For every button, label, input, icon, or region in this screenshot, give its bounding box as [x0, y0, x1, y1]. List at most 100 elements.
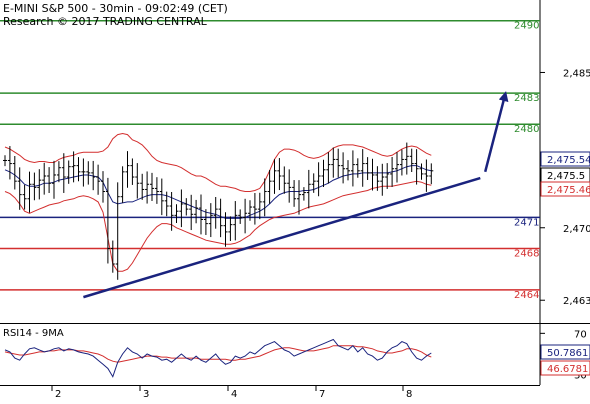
chart-subtitle: Research © 2017 TRADING CENTRAL — [3, 15, 208, 28]
price-axis-tick-label: 2,485 — [563, 68, 590, 79]
rsi-panel: 70 30 — [4, 329, 587, 382]
price-bar — [22, 184, 27, 210]
price-bar — [61, 153, 66, 193]
rsi-title: RSI14 - 9MA — [3, 328, 64, 339]
price-bar — [81, 158, 86, 187]
price-tags: 2,475.54 2,475.5 2,475.46 50.7861 46.6781 — [540, 151, 590, 376]
price-bar — [306, 169, 311, 209]
price-bar — [47, 167, 52, 194]
moving-average-line — [4, 165, 432, 219]
price-bar — [145, 171, 150, 204]
price-bar — [228, 216, 233, 242]
price-bar — [203, 209, 208, 235]
price-bar — [390, 156, 395, 187]
time-axis-tick-label: 8 — [406, 389, 412, 400]
price-bar — [76, 157, 81, 182]
price-bar — [37, 169, 42, 200]
price-bar — [395, 152, 399, 183]
price-bar — [375, 166, 380, 191]
price-bar — [282, 166, 287, 194]
price-tag-ma-text: 2,475.54 — [547, 155, 590, 166]
price-bar — [71, 151, 76, 183]
price-bar — [208, 203, 213, 238]
price-bar — [101, 171, 105, 203]
price-bar — [213, 196, 218, 229]
price-bar — [7, 146, 12, 180]
main-plot-area — [0, 0, 540, 323]
price-bar — [130, 158, 135, 185]
price-bar — [174, 204, 179, 223]
price-bar — [233, 201, 238, 241]
price-bar — [419, 163, 424, 180]
price-bar — [404, 142, 409, 175]
price-bar — [424, 159, 429, 192]
price-bar — [199, 194, 203, 235]
chart-title: E-MINI S&P 500 - 30min - 09:02:49 (CET) — [3, 2, 228, 15]
price-tag-band: 2,475.46 — [540, 181, 590, 197]
price-axis-tick-label: 2,470 — [563, 224, 590, 235]
bollinger-lower-line — [4, 180, 432, 272]
price-tag-ma-box — [540, 151, 590, 167]
price-bar — [365, 157, 370, 180]
price-bar — [297, 180, 301, 215]
price-bar — [164, 191, 169, 217]
price-bar — [159, 178, 164, 216]
price-bar — [52, 160, 56, 199]
rsi-ma-tag-text: 46.6781 — [547, 364, 588, 375]
price-bar — [179, 189, 184, 228]
price-bar — [238, 209, 243, 224]
price-bar — [321, 159, 326, 187]
rsi-axis-tick-label: 30 — [574, 371, 587, 382]
price-tag-band-text: 2,475.46 — [547, 185, 590, 196]
price-bar — [125, 151, 130, 188]
price-bar — [267, 170, 272, 204]
time-axis-tick-label: 3 — [143, 389, 149, 400]
price-bar — [243, 198, 248, 234]
rsi-tag: 50.7861 — [540, 344, 590, 360]
rsi-tag-text: 50.7861 — [547, 348, 588, 359]
price-bar — [115, 182, 120, 280]
price-bar — [341, 152, 346, 184]
price-bar — [331, 147, 336, 178]
level-label-2471: 2471 — [514, 217, 539, 228]
rsi-ma-tag-box — [540, 360, 590, 376]
price-bar — [370, 158, 375, 191]
price-bar — [66, 160, 71, 184]
price-bar — [414, 149, 419, 185]
level-label-2468: 2468 — [514, 248, 539, 259]
price-bar — [336, 148, 341, 178]
price-tag-band-box — [540, 181, 590, 197]
price-bar — [385, 163, 390, 189]
price-bar — [150, 172, 154, 201]
price-bar — [120, 166, 125, 203]
price-bar — [272, 159, 277, 194]
price-bar — [350, 150, 355, 187]
price-bar — [346, 160, 350, 181]
rsi-axis-tick-label: 70 — [574, 329, 587, 340]
price-bar — [429, 163, 434, 185]
price-bar — [91, 160, 96, 191]
price-bar — [140, 173, 145, 200]
projection-arrow — [483, 91, 509, 173]
price-bar — [189, 194, 194, 231]
price-bar — [105, 177, 110, 264]
price-bar — [12, 156, 17, 190]
support-trendline — [83, 176, 481, 299]
price-bar — [257, 192, 262, 220]
price-tag-close-text: 2,475.5 — [547, 171, 585, 182]
rsi-tag-box — [540, 344, 590, 360]
price-bar — [17, 167, 22, 210]
bollinger-bands — [4, 132, 432, 272]
price-bar — [27, 171, 32, 213]
price-bar — [380, 163, 385, 196]
level-lines: 2490 2483 2480 2471 2468 2464 — [0, 19, 540, 301]
price-bar — [277, 158, 282, 191]
level-label-2464: 2464 — [514, 290, 539, 301]
price-bar — [135, 163, 140, 199]
price-bar — [96, 164, 101, 195]
price-bar — [218, 198, 223, 238]
price-axis-tick-label: 2,463 — [563, 296, 590, 307]
price-bar — [110, 240, 115, 273]
price-bar — [316, 162, 321, 197]
